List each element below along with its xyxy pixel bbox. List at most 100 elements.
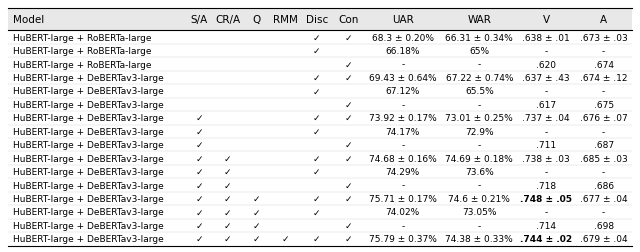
Text: ✓: ✓ [313, 194, 321, 203]
Text: CR/A: CR/A [215, 15, 240, 25]
Text: .675: .675 [593, 101, 614, 109]
Text: 68.3 ± 0.20%: 68.3 ± 0.20% [372, 34, 434, 43]
Text: 66.18%: 66.18% [385, 47, 420, 56]
Text: .744 ± .02: .744 ± .02 [520, 234, 572, 243]
Text: .673 ± .03: .673 ± .03 [580, 34, 627, 43]
Text: -: - [477, 181, 481, 190]
Text: HuBERT-large + DeBERTav3-large: HuBERT-large + DeBERTav3-large [13, 154, 164, 163]
Text: -: - [545, 87, 548, 96]
Text: ✓: ✓ [313, 127, 321, 136]
Text: -: - [477, 101, 481, 109]
Text: 73.05%: 73.05% [462, 208, 497, 217]
Text: HuBERT-large + DeBERTav3-large: HuBERT-large + DeBERTav3-large [13, 168, 164, 176]
Text: ✓: ✓ [345, 154, 353, 163]
Text: V: V [543, 15, 550, 25]
Text: HuBERT-large + DeBERTav3-large: HuBERT-large + DeBERTav3-large [13, 114, 164, 123]
Text: ✓: ✓ [313, 168, 321, 176]
Text: ✓: ✓ [195, 168, 203, 176]
Text: .620: .620 [536, 60, 556, 69]
Text: HuBERT-large + DeBERTav3-large: HuBERT-large + DeBERTav3-large [13, 234, 164, 243]
Text: HuBERT-large + DeBERTav3-large: HuBERT-large + DeBERTav3-large [13, 208, 164, 217]
Text: -: - [401, 181, 404, 190]
Text: ✓: ✓ [224, 154, 231, 163]
Text: .679 ± .04: .679 ± .04 [580, 234, 627, 243]
Text: 74.17%: 74.17% [386, 127, 420, 136]
Text: -: - [545, 127, 548, 136]
Text: ✓: ✓ [313, 74, 321, 83]
Text: -: - [602, 168, 605, 176]
Text: ✓: ✓ [345, 101, 353, 109]
Text: ✓: ✓ [224, 168, 231, 176]
Text: ✓: ✓ [345, 114, 353, 123]
Text: .748 ± .05: .748 ± .05 [520, 194, 572, 203]
Text: 65.5%: 65.5% [465, 87, 493, 96]
Text: S/A: S/A [190, 15, 207, 25]
Text: WAR: WAR [467, 15, 492, 25]
Text: HuBERT-large + RoBERTa-large: HuBERT-large + RoBERTa-large [13, 34, 151, 43]
Text: Con: Con [339, 15, 359, 25]
Text: ✓: ✓ [224, 234, 231, 243]
Text: 69.43 ± 0.64%: 69.43 ± 0.64% [369, 74, 436, 83]
Text: .686: .686 [593, 181, 614, 190]
Text: RMM: RMM [273, 15, 298, 25]
Text: .698: .698 [593, 221, 614, 230]
Text: .676 ± .07: .676 ± .07 [580, 114, 627, 123]
Text: -: - [477, 141, 481, 150]
Text: ✓: ✓ [345, 234, 353, 243]
Text: ✓: ✓ [195, 181, 203, 190]
Text: .674: .674 [593, 60, 614, 69]
Text: -: - [602, 208, 605, 217]
Text: ✓: ✓ [224, 181, 231, 190]
Text: HuBERT-large + DeBERTav3-large: HuBERT-large + DeBERTav3-large [13, 74, 164, 83]
Text: ✓: ✓ [253, 194, 260, 203]
Text: .711: .711 [536, 141, 556, 150]
Text: HuBERT-large + DeBERTav3-large: HuBERT-large + DeBERTav3-large [13, 141, 164, 150]
Text: 73.92 ± 0.17%: 73.92 ± 0.17% [369, 114, 436, 123]
Text: 73.01 ± 0.25%: 73.01 ± 0.25% [445, 114, 513, 123]
FancyBboxPatch shape [8, 9, 632, 31]
Text: ✓: ✓ [195, 194, 203, 203]
Text: ✓: ✓ [313, 208, 321, 217]
Text: HuBERT-large + DeBERTav3-large: HuBERT-large + DeBERTav3-large [13, 87, 164, 96]
Text: .718: .718 [536, 181, 556, 190]
Text: .677 ± .04: .677 ± .04 [580, 194, 627, 203]
Text: 75.71 ± 0.17%: 75.71 ± 0.17% [369, 194, 436, 203]
Text: ✓: ✓ [345, 181, 353, 190]
Text: ✓: ✓ [313, 114, 321, 123]
Text: 67.12%: 67.12% [386, 87, 420, 96]
Text: ✓: ✓ [313, 87, 321, 96]
Text: HuBERT-large + RoBERTa-large: HuBERT-large + RoBERTa-large [13, 60, 151, 69]
Text: Disc: Disc [306, 15, 328, 25]
Text: ✓: ✓ [253, 208, 260, 217]
Text: 74.68 ± 0.16%: 74.68 ± 0.16% [369, 154, 436, 163]
Text: .738 ± .03: .738 ± .03 [522, 154, 570, 163]
Text: 74.29%: 74.29% [386, 168, 420, 176]
Text: -: - [401, 60, 404, 69]
Text: .737 ± .04: .737 ± .04 [522, 114, 570, 123]
Text: ✓: ✓ [345, 74, 353, 83]
Text: ✓: ✓ [345, 141, 353, 150]
Text: HuBERT-large + RoBERTa-large: HuBERT-large + RoBERTa-large [13, 47, 151, 56]
Text: ✓: ✓ [195, 114, 203, 123]
Text: Q: Q [252, 15, 260, 25]
Text: .714: .714 [536, 221, 556, 230]
Text: -: - [545, 168, 548, 176]
Text: 74.38 ± 0.33%: 74.38 ± 0.33% [445, 234, 513, 243]
Text: .617: .617 [536, 101, 556, 109]
Text: -: - [401, 101, 404, 109]
Text: 74.02%: 74.02% [386, 208, 420, 217]
Text: A: A [600, 15, 607, 25]
Text: -: - [477, 221, 481, 230]
Text: HuBERT-large + DeBERTav3-large: HuBERT-large + DeBERTav3-large [13, 194, 164, 203]
Text: ✓: ✓ [195, 208, 203, 217]
Text: 74.69 ± 0.18%: 74.69 ± 0.18% [445, 154, 513, 163]
Text: HuBERT-large + DeBERTav3-large: HuBERT-large + DeBERTav3-large [13, 221, 164, 230]
Text: HuBERT-large + DeBERTav3-large: HuBERT-large + DeBERTav3-large [13, 181, 164, 190]
Text: ✓: ✓ [345, 34, 353, 43]
Text: ✓: ✓ [345, 194, 353, 203]
Text: -: - [477, 60, 481, 69]
Text: HuBERT-large + DeBERTav3-large: HuBERT-large + DeBERTav3-large [13, 127, 164, 136]
Text: Model: Model [13, 15, 44, 25]
Text: ✓: ✓ [345, 221, 353, 230]
Text: 65%: 65% [469, 47, 490, 56]
